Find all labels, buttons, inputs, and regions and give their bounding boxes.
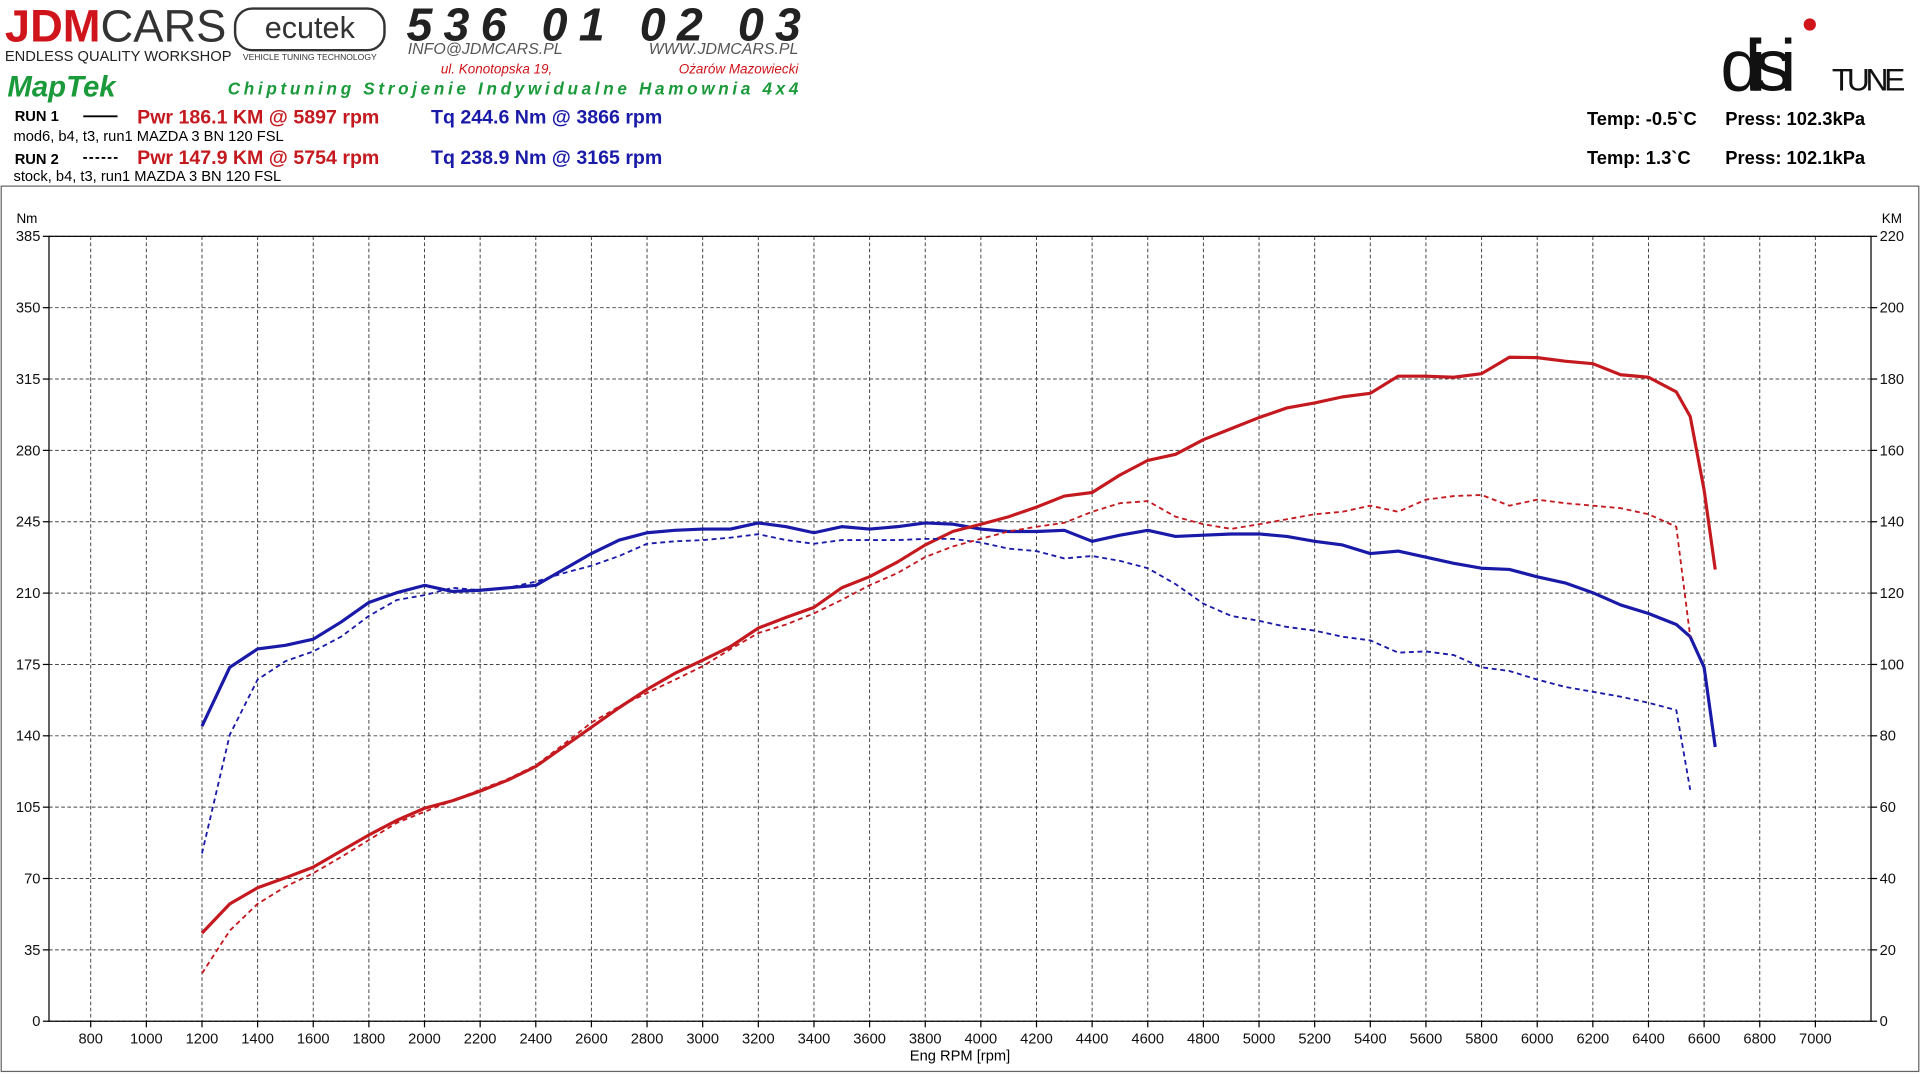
chart-frame [0,185,1920,1073]
y-tick-label: 385 [16,229,41,245]
x-tick-label: 1000 [130,1031,163,1047]
y2-tick-label: 0 [1880,1014,1888,1030]
x-tick-label: 7000 [1799,1031,1832,1047]
y-tick-label: 105 [16,800,41,816]
x-tick-label: 6200 [1577,1031,1610,1047]
x-tick-label: 5400 [1354,1031,1387,1047]
x-tick-label: 4000 [965,1031,998,1047]
y2-tick-label: 120 [1880,586,1905,602]
y-tick-label: 35 [24,943,40,959]
plot: 0 35 70 105 140 175 210 245 280 315 350 385 0 20 40 60 8… [16,229,1904,1047]
y-tick-label: 210 [16,586,41,602]
torque-curve [200,521,1717,748]
x-tick-label: 4200 [1020,1031,1053,1047]
y2-tick-label: 220 [1880,229,1905,245]
x-tick-label: 1200 [186,1031,219,1047]
x-tick-label: 3600 [853,1031,886,1047]
x-tick-label: 2800 [631,1031,664,1047]
x-tick-label: 6400 [1632,1031,1665,1047]
y2-tick-label: 200 [1880,301,1905,317]
y2-tick-label: 20 [1880,943,1896,959]
run-pwr: Pwr 147.9 KM @ 5754 rpm [137,147,379,169]
y-tick-label: 315 [16,372,41,388]
street: ul. Konotopska 19, [441,61,552,76]
x-tick-label: 5800 [1465,1031,1498,1047]
ecutek-sub: VEHICLE TUNING TECHNOLOGY [243,52,377,62]
x-tick-label: 4800 [1187,1031,1220,1047]
run-label: RUN 2 [15,152,59,168]
run-temp: Temp: 1.3`C [1587,147,1691,168]
run-desc: mod6, b4, t3, run1 MAZDA 3 BN 120 FSL [13,129,283,145]
x-tick-label: 3000 [686,1031,719,1047]
x-tick-label: 1800 [353,1031,386,1047]
x-tick-label: 800 [78,1031,103,1047]
x-tick-label: 6600 [1688,1031,1721,1047]
x-tick-label: 2600 [575,1031,608,1047]
ecutek-frame [233,7,386,52]
run-temp: Temp: -0.5`C [1587,108,1697,129]
x-axis-label: Eng RPM [rpm] [910,1048,1010,1064]
y2-axis-label: KM [1882,211,1902,226]
run-press: Press: 102.3kPa [1725,108,1866,129]
y2-tick-label: 140 [1880,515,1905,531]
y2-tick-label: 180 [1880,372,1905,388]
website: WWW.JDMCARS.PL [649,41,799,58]
run-press: Press: 102.1kPa [1725,147,1866,168]
x-tick-label: 2200 [464,1031,497,1047]
y-tick-label: 280 [16,443,41,459]
x-tick-label: 6000 [1521,1031,1554,1047]
jdm-text: JDM [5,1,101,52]
services: Chiptuning Strojenie Indywidualne Hamown… [228,78,799,98]
torque-curve [201,533,1692,854]
y2-tick-label: 100 [1880,657,1905,673]
run-tq: Tq 244.6 Nm @ 3866 rpm [431,107,662,129]
x-tick-label: 5600 [1410,1031,1443,1047]
x-tick-label: 1600 [297,1031,330,1047]
y-tick-label: 70 [24,871,40,887]
x-tick-label: 2000 [408,1031,441,1047]
run-pwr: Pwr 186.1 KM @ 5897 rpm [137,107,379,129]
x-tick-label: 5200 [1298,1031,1331,1047]
email: INFO@JDMCARS.PL [408,41,563,58]
run-tq: Tq 238.9 Nm @ 3165 rpm [431,147,662,169]
x-tick-label: 3400 [798,1031,831,1047]
y2-tick-label: 80 [1880,729,1896,745]
x-tick-label: 4400 [1076,1031,1109,1047]
y-tick-label: 175 [16,657,41,673]
power-curve [201,494,1692,974]
y-tick-label: 140 [16,729,41,745]
x-tick-label: 1400 [241,1031,274,1047]
x-tick-label: 3800 [909,1031,942,1047]
power-curve [200,355,1717,935]
ecutek-logo: ecutek [265,11,356,45]
y-axis-label: Nm [16,211,37,226]
jdmcars-logo: JDMCARS [5,1,226,52]
workshop-text: ENDLESS QUALITY WORKSHOP [5,49,232,65]
y2-tick-label: 60 [1880,800,1896,816]
y2-tick-label: 160 [1880,443,1905,459]
x-tick-label: 3200 [742,1031,775,1047]
x-tick-label: 5000 [1243,1031,1276,1047]
disi-dot [1803,18,1816,31]
tune-logo: TUNE [1832,62,1905,98]
plot-area [48,235,1872,1022]
y-tick-label: 0 [32,1014,40,1030]
x-tick-label: 6800 [1743,1031,1776,1047]
x-tick-label: 4600 [1131,1031,1164,1047]
city: Ożarów Mazowiecki [679,61,800,76]
x-tick-label: 2400 [519,1031,552,1047]
y-tick-label: 245 [16,515,41,531]
maptek-logo: MapTek [7,71,117,104]
y-tick-label: 350 [16,301,41,317]
disi-logo: disi [1720,24,1796,107]
run-desc: stock, b4, t3, run1 MAZDA 3 BN 120 FSL [13,169,281,185]
run-label: RUN 1 [15,109,59,125]
y2-tick-label: 40 [1880,871,1896,887]
cars-text: CARS [101,1,227,52]
